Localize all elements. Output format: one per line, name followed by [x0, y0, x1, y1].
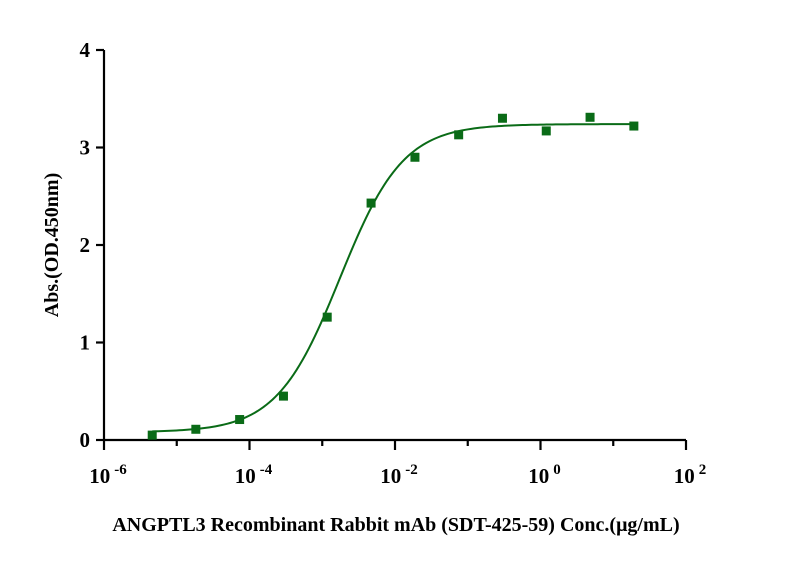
y-tick-label: 0 [80, 428, 91, 452]
y-tick-label: 4 [80, 38, 91, 62]
x-tick-label-exponent: -2 [405, 462, 418, 478]
x-tick-label-exponent: -4 [260, 462, 273, 478]
x-tick-label-base: 10 [235, 464, 256, 488]
data-point [541, 126, 551, 136]
x-tick-label-exponent: -6 [114, 462, 127, 478]
data-point [454, 130, 464, 140]
data-point [497, 113, 507, 123]
data-point [278, 391, 288, 401]
x-tick-label-base: 10 [528, 464, 549, 488]
x-tick-label: 10 -2 [380, 462, 418, 488]
data-point [235, 415, 245, 425]
x-tick-label-exponent: 0 [553, 462, 561, 478]
x-tick-label: 10 2 [674, 462, 707, 488]
y-tick-label: 2 [80, 233, 91, 257]
data-point [410, 152, 420, 162]
x-tick-label-base: 10 [674, 464, 695, 488]
data-point [585, 112, 595, 122]
data-point [191, 424, 201, 434]
x-tick-label-base: 10 [89, 464, 110, 488]
data-point [366, 198, 376, 208]
fit-curve-layer [152, 123, 634, 433]
x-tick-label-base: 10 [380, 464, 401, 488]
x-axis-title: ANGPTL3 Recombinant Rabbit mAb (SDT-425-… [112, 514, 679, 536]
y-axis-title: Abs.(OD.450nm) [41, 173, 63, 317]
fit-curve [152, 123, 634, 433]
x-tick-label-exponent: 2 [699, 462, 707, 478]
x-tick-label: 10 -6 [89, 462, 127, 488]
data-point [629, 121, 639, 131]
y-tick-label: 3 [80, 136, 91, 160]
data-points-layer [147, 112, 639, 440]
y-tick-label: 1 [80, 331, 91, 355]
x-tick-label: 10 0 [528, 462, 561, 488]
data-point [322, 312, 332, 322]
data-point [147, 430, 157, 440]
x-tick-label: 10 -4 [235, 462, 273, 488]
